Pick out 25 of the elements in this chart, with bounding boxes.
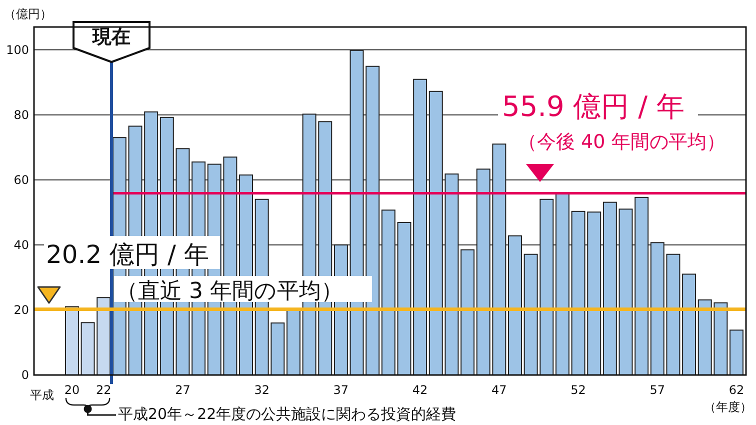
x-tick-label: 62 <box>728 383 744 397</box>
x-tick-label: 27 <box>175 383 190 397</box>
y-tick-label: 40 <box>14 238 29 252</box>
x-tick-label: 42 <box>412 383 428 397</box>
text: 平成 <box>30 388 54 402</box>
y-axis-title: （億円） <box>4 7 52 21</box>
annotation: （今後 40 年間の平均） <box>518 131 726 153</box>
y-tick-label: 60 <box>14 172 29 187</box>
annotation: （直近 3 年間の平均） <box>116 279 343 304</box>
x-tick-label: 37 <box>333 383 349 397</box>
ref-line-label: 55.9 億円 / 年 <box>502 90 684 123</box>
y-tick-label: 80 <box>14 108 29 122</box>
text: 平成20年～22年度の公共施設に関わる投資的経費 <box>118 405 456 423</box>
x-axis-title: （年度） <box>704 400 752 414</box>
ref-line-label: 20.2 億円 / 年 <box>46 240 209 269</box>
x-tick-label: 20 <box>64 383 80 397</box>
y-tick-label: 20 <box>14 302 29 317</box>
y-tick-label: 0 <box>21 368 29 382</box>
x-tick-label: 22 <box>96 383 112 397</box>
x-tick-label: 57 <box>650 383 666 397</box>
y-tick-label: 100 <box>6 42 29 57</box>
x-tick-label: 32 <box>254 383 270 397</box>
x-tick-label: 52 <box>570 383 586 397</box>
ref-line-label: 現在 <box>92 26 131 48</box>
x-tick-label: 47 <box>492 383 507 397</box>
